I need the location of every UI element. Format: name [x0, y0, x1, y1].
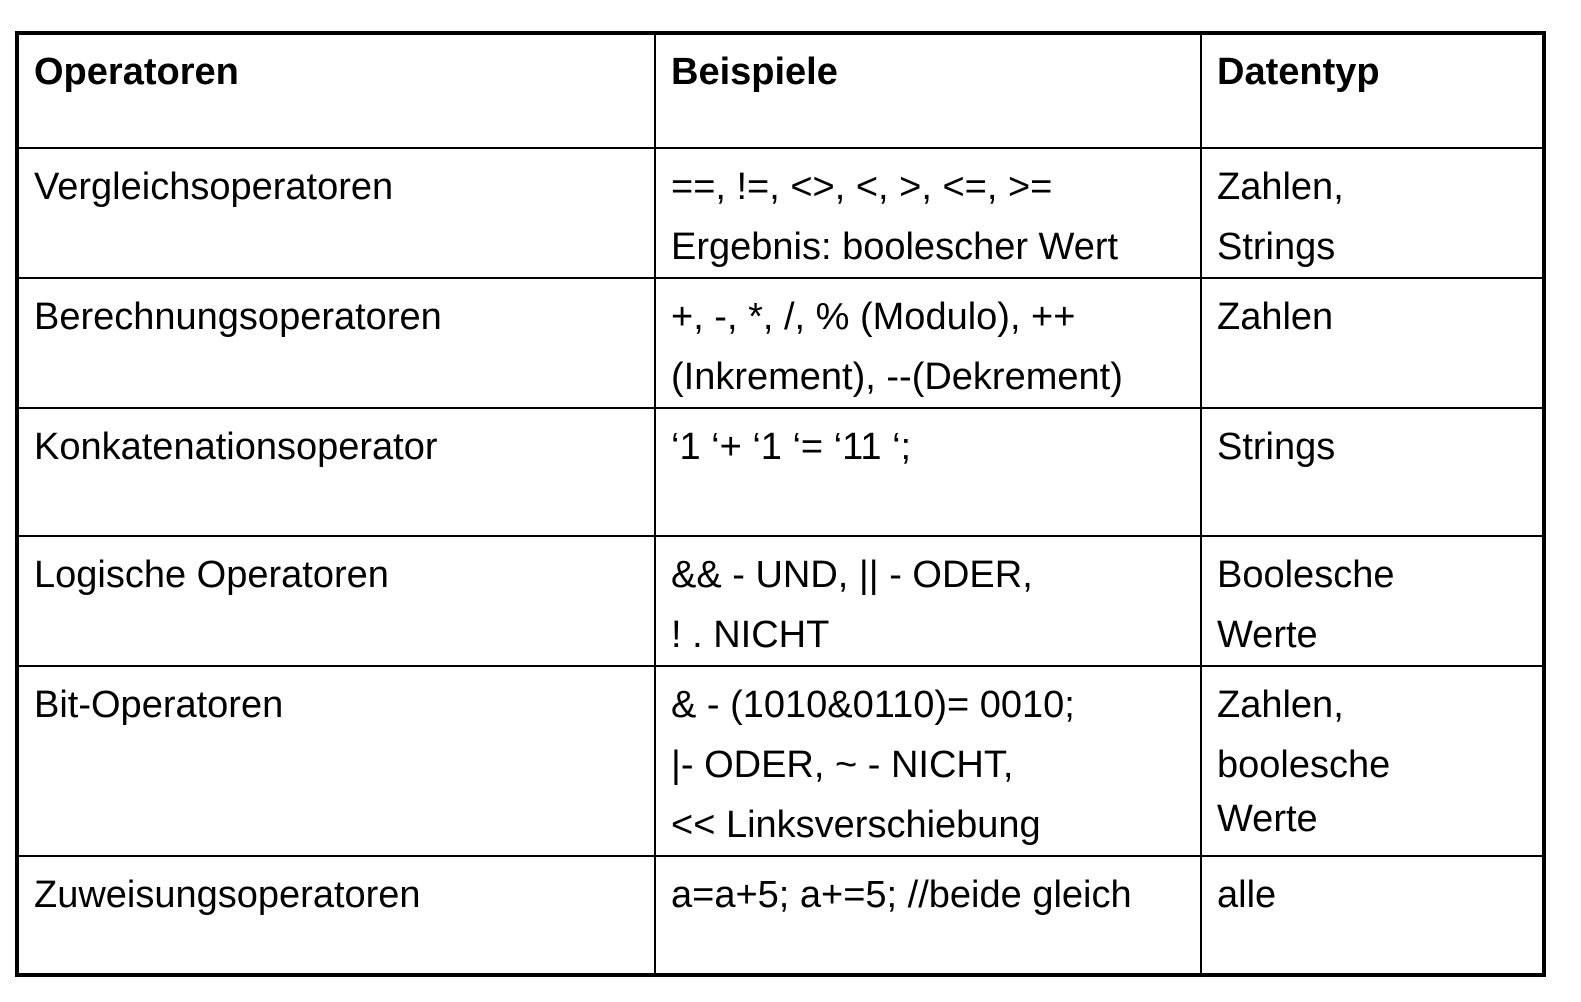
operator-name: Vergleichsoperatoren	[34, 166, 394, 208]
datatype-cell: alle	[1200, 855, 1545, 976]
datatype-line: boolesche	[1217, 744, 1391, 786]
table-row: Vergleichsoperatoren ==, !=, <>, <, >, <…	[16, 147, 1545, 279]
table-row: Zuweisungsoperatoren a=a+5; a+=5; //beid…	[16, 855, 1545, 976]
operator-cell: Zuweisungsoperatoren	[16, 855, 656, 976]
example-line: a=a+5; a+=5; //beide gleich	[671, 874, 1132, 916]
operator-name: Bit-Operatoren	[34, 684, 284, 726]
header-row: Operatoren Beispiele Datentyp	[16, 32, 1545, 149]
examples-cell: ‘1 ‘+ ‘1 ‘= ‘11 ‘;	[654, 407, 1202, 537]
example-line: Ergebnis: boolescher Wert	[671, 226, 1119, 268]
table-row: Bit-Operatoren & - (1010&0110)= 0010; |-…	[16, 665, 1545, 857]
datatype-line: Werte	[1217, 798, 1318, 840]
datatype-cell: Zahlen, boolesche Werte	[1200, 665, 1545, 857]
operators-table: Operatoren Beispiele Datentyp Vergleichs…	[15, 31, 1546, 977]
example-line: ! . NICHT	[671, 614, 830, 656]
examples-cell: & - (1010&0110)= 0010; |- ODER, ~ - NICH…	[654, 665, 1202, 857]
example-line: (Inkrement), --(Dekrement)	[671, 356, 1123, 398]
header-operators: Operatoren	[16, 32, 656, 149]
datatype-cell: Zahlen, Strings	[1200, 147, 1545, 279]
operator-cell: Berechnungsoperatoren	[16, 277, 656, 409]
examples-cell: && - UND, || - ODER, ! . NICHT	[654, 535, 1202, 667]
datatype-cell: Zahlen	[1200, 277, 1545, 409]
operator-name: Zuweisungsoperatoren	[34, 874, 421, 916]
table-row: Konkatenationsoperator ‘1 ‘+ ‘1 ‘= ‘11 ‘…	[16, 407, 1545, 537]
operator-cell: Logische Operatoren	[16, 535, 656, 667]
table-row: Logische Operatoren && - UND, || - ODER,…	[16, 535, 1545, 667]
header-datatype: Datentyp	[1200, 32, 1545, 149]
datatype-line: Strings	[1217, 426, 1336, 468]
operator-cell: Bit-Operatoren	[16, 665, 656, 857]
example-line: && - UND, || - ODER,	[671, 554, 1033, 596]
datatype-cell: Boolesche Werte	[1200, 535, 1545, 667]
example-line: |- ODER, ~ - NICHT,	[671, 744, 1014, 786]
operator-name: Berechnungsoperatoren	[34, 296, 442, 338]
examples-cell: +, -, *, /, % (Modulo), ++ (Inkrement), …	[654, 277, 1202, 409]
example-line: & - (1010&0110)= 0010;	[671, 684, 1075, 726]
datatype-line: Zahlen	[1217, 296, 1334, 338]
operator-name: Konkatenationsoperator	[34, 426, 438, 468]
header-examples: Beispiele	[654, 32, 1202, 149]
datatype-line: Strings	[1217, 226, 1336, 268]
examples-cell: ==, !=, <>, <, >, <=, >= Ergebnis: boole…	[654, 147, 1202, 279]
datatype-line: Werte	[1217, 614, 1318, 656]
operator-cell: Konkatenationsoperator	[16, 407, 656, 537]
datatype-cell: Strings	[1200, 407, 1545, 537]
example-line: << Linksverschiebung	[671, 804, 1041, 846]
datatype-line: Boolesche	[1217, 554, 1395, 596]
datatype-line: Zahlen,	[1217, 166, 1344, 208]
example-line: ‘1 ‘+ ‘1 ‘= ‘11 ‘;	[671, 426, 912, 468]
operator-cell: Vergleichsoperatoren	[16, 147, 656, 279]
example-line: ==, !=, <>, <, >, <=, >=	[671, 166, 1053, 208]
table-row: Berechnungsoperatoren +, -, *, /, % (Mod…	[16, 277, 1545, 409]
operator-name: Logische Operatoren	[34, 554, 389, 596]
examples-cell: a=a+5; a+=5; //beide gleich	[654, 855, 1202, 976]
datatype-line: alle	[1217, 874, 1277, 916]
datatype-line: Zahlen,	[1217, 684, 1344, 726]
example-line: +, -, *, /, % (Modulo), ++	[671, 296, 1076, 338]
